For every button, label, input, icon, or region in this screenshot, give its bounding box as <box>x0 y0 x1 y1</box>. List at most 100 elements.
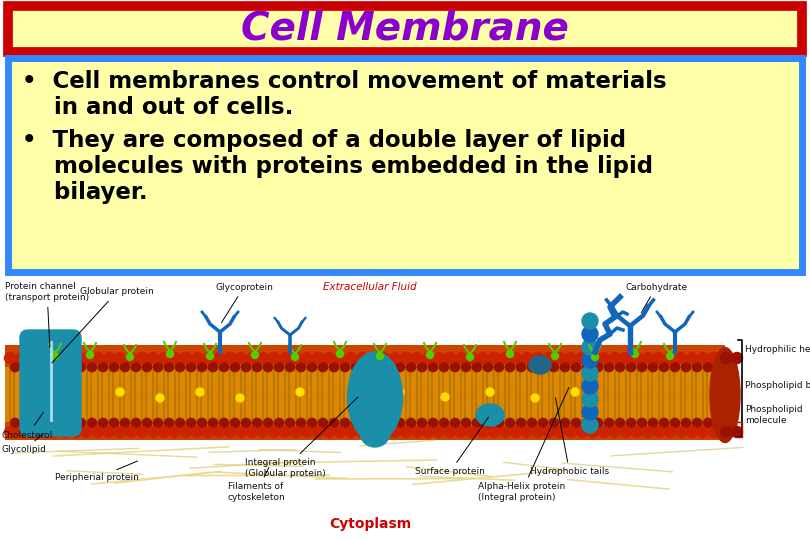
Text: Cytoplasm: Cytoplasm <box>329 517 411 531</box>
Circle shape <box>384 362 394 372</box>
Circle shape <box>467 354 474 361</box>
Circle shape <box>488 353 500 363</box>
Circle shape <box>186 362 196 372</box>
Circle shape <box>220 418 228 428</box>
Circle shape <box>214 427 224 437</box>
Circle shape <box>196 388 204 396</box>
Circle shape <box>43 362 53 372</box>
Circle shape <box>587 353 599 363</box>
Circle shape <box>642 353 654 363</box>
Ellipse shape <box>710 348 740 442</box>
Circle shape <box>82 353 92 363</box>
Circle shape <box>21 362 31 372</box>
Circle shape <box>253 362 262 372</box>
Text: Cholesterol: Cholesterol <box>2 412 53 440</box>
Circle shape <box>66 418 75 428</box>
Circle shape <box>198 362 207 372</box>
Circle shape <box>620 427 632 437</box>
Circle shape <box>378 353 390 363</box>
Circle shape <box>335 353 346 363</box>
FancyBboxPatch shape <box>8 58 802 272</box>
Circle shape <box>423 353 433 363</box>
Circle shape <box>351 394 359 402</box>
Text: Phospholipid bilayer: Phospholipid bilayer <box>745 381 810 389</box>
Circle shape <box>159 427 169 437</box>
Circle shape <box>709 353 719 363</box>
Circle shape <box>620 353 632 363</box>
Circle shape <box>599 427 609 437</box>
Circle shape <box>587 427 599 437</box>
Circle shape <box>202 353 214 363</box>
Circle shape <box>582 352 598 368</box>
Circle shape <box>577 427 587 437</box>
Circle shape <box>441 393 449 401</box>
Circle shape <box>279 353 291 363</box>
Text: Carbohydrate: Carbohydrate <box>625 282 687 313</box>
Circle shape <box>98 418 108 428</box>
Circle shape <box>400 353 411 363</box>
Circle shape <box>467 427 478 437</box>
Circle shape <box>582 326 598 342</box>
Circle shape <box>207 353 214 360</box>
Circle shape <box>318 418 328 428</box>
Circle shape <box>681 362 691 372</box>
Circle shape <box>82 427 92 437</box>
Circle shape <box>667 353 673 360</box>
Circle shape <box>714 418 723 428</box>
Circle shape <box>697 353 709 363</box>
Circle shape <box>126 354 134 361</box>
Circle shape <box>544 427 555 437</box>
Circle shape <box>648 418 658 428</box>
Circle shape <box>593 418 603 428</box>
Circle shape <box>175 362 185 372</box>
Circle shape <box>616 362 625 372</box>
Circle shape <box>258 353 268 363</box>
Circle shape <box>356 353 368 363</box>
Circle shape <box>486 388 494 396</box>
Circle shape <box>632 427 642 437</box>
Circle shape <box>104 427 114 437</box>
Circle shape <box>275 418 284 428</box>
FancyBboxPatch shape <box>20 330 81 436</box>
Circle shape <box>253 418 262 428</box>
Circle shape <box>484 362 492 372</box>
Circle shape <box>362 418 372 428</box>
Circle shape <box>659 362 669 372</box>
Circle shape <box>336 350 343 357</box>
Text: Globular protein: Globular protein <box>52 287 154 363</box>
Circle shape <box>494 362 504 372</box>
Circle shape <box>268 353 279 363</box>
Circle shape <box>616 418 625 428</box>
FancyBboxPatch shape <box>5 345 725 440</box>
Ellipse shape <box>360 417 390 447</box>
Circle shape <box>582 339 598 355</box>
Circle shape <box>500 353 510 363</box>
Circle shape <box>582 417 598 433</box>
Circle shape <box>66 362 75 372</box>
Circle shape <box>159 353 169 363</box>
Circle shape <box>561 362 569 372</box>
Circle shape <box>626 362 636 372</box>
Circle shape <box>263 362 273 372</box>
Circle shape <box>462 362 471 372</box>
Circle shape <box>373 362 382 372</box>
Circle shape <box>109 418 119 428</box>
Circle shape <box>531 394 539 402</box>
Circle shape <box>27 353 37 363</box>
Circle shape <box>356 427 368 437</box>
Circle shape <box>664 353 676 363</box>
Circle shape <box>76 362 86 372</box>
Circle shape <box>313 353 323 363</box>
Circle shape <box>214 353 224 363</box>
Circle shape <box>445 353 455 363</box>
Circle shape <box>693 418 701 428</box>
Circle shape <box>202 427 214 437</box>
Circle shape <box>552 353 559 360</box>
Text: Glycoprotein: Glycoprotein <box>215 282 273 322</box>
Circle shape <box>54 362 64 372</box>
Circle shape <box>593 362 603 372</box>
Circle shape <box>582 404 598 420</box>
Circle shape <box>390 353 400 363</box>
FancyBboxPatch shape <box>8 6 802 52</box>
Circle shape <box>506 350 514 357</box>
